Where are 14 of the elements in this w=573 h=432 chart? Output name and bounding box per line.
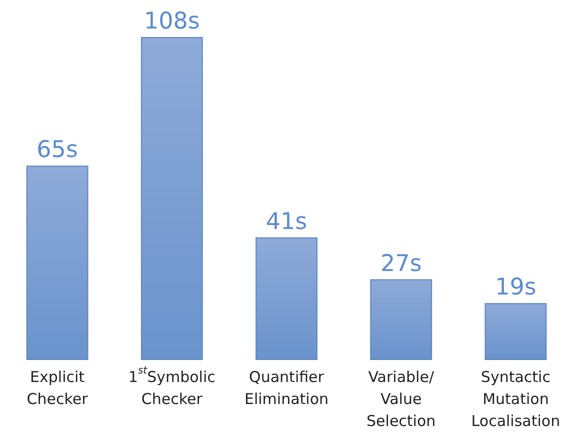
data-label: 65s xyxy=(36,137,78,164)
x-tick-label: Syntactic Mutation Localisation xyxy=(471,368,560,430)
data-label: 27s xyxy=(380,250,422,277)
bar xyxy=(370,279,432,360)
bar xyxy=(140,37,203,360)
bar xyxy=(26,166,88,360)
x-tick-label: Variable/ Value Selection xyxy=(366,368,436,430)
x-tick-label: Quantifier Elimination xyxy=(244,368,329,408)
data-label: 108s xyxy=(144,8,200,34)
x-tick-label: Explicit Checker xyxy=(26,368,89,408)
bar xyxy=(256,237,318,360)
data-label: 41s xyxy=(266,208,308,235)
bar xyxy=(484,303,547,360)
data-label: 19s xyxy=(495,274,536,301)
